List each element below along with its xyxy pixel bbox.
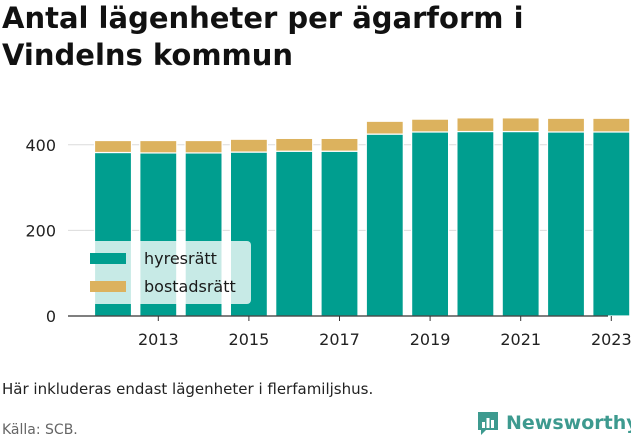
bar-hyresratt-2019 (411, 131, 450, 317)
bar-chart-icon (476, 410, 500, 436)
x-tick-label: 2023 (591, 330, 631, 349)
x-tick-label: 2015 (229, 330, 270, 349)
chart-note: Här inkluderas endast lägenheter i flerf… (2, 380, 374, 398)
bar-hyresratt-2017 (320, 150, 359, 317)
bar-bostadsratt-2017 (320, 137, 359, 152)
bar-bostadsratt-2015 (229, 138, 268, 153)
y-tick-label: 400 (25, 136, 56, 155)
x-tick-label: 2021 (500, 330, 541, 349)
bar-bostadsratt-2016 (275, 137, 314, 152)
newsworthy-logo[interactable]: Newsworthy (476, 408, 631, 438)
chart-title: Antal lägenheter per ägarform i Vindelns… (2, 1, 524, 72)
legend-swatch-bostadsratt (90, 281, 126, 292)
bar-bostadsratt-2022 (546, 117, 586, 133)
bar-hyresratt-2020 (456, 130, 495, 317)
x-tick-label: 2019 (410, 330, 451, 349)
legend-label-bostadsratt: bostadsrätt (144, 277, 236, 296)
bar-bostadsratt-2014 (184, 139, 223, 154)
bar-hyresratt-2022 (546, 131, 586, 317)
bar-bostadsratt-2018 (365, 120, 404, 135)
bar-bostadsratt-2019 (411, 118, 450, 133)
y-tick-label: 0 (46, 307, 56, 326)
bar-hyresratt-2021 (501, 130, 540, 317)
bars (93, 117, 631, 317)
bar-bostadsratt-2013 (139, 139, 178, 154)
legend-item-bostadsratt: bostadsrätt (90, 277, 236, 296)
bar-hyresratt-2016 (275, 150, 314, 317)
axes: 0 200 400 2013 2015 2017 2019 2021 2023 (25, 136, 631, 349)
legend-label-hyresratt: hyresrätt (144, 249, 217, 268)
bar-hyresratt-2023 (592, 131, 631, 317)
bar-hyresratt-2018 (365, 133, 404, 317)
y-tick-label: 200 (25, 221, 56, 240)
legend: hyresrätt bostadsrätt (80, 241, 251, 304)
brand-name: Newsworthy (506, 412, 631, 434)
bar-bostadsratt-2021 (501, 117, 540, 133)
legend-item-hyresratt: hyresrätt (90, 249, 217, 268)
x-tick-label: 2013 (138, 330, 179, 349)
bar-bostadsratt-2023 (592, 117, 631, 133)
bar-bostadsratt-2012 (93, 139, 133, 154)
bar-bostadsratt-2020 (456, 117, 495, 133)
source-text: Källa: SCB. (2, 422, 78, 438)
legend-swatch-hyresratt (90, 253, 126, 264)
x-tick-label: 2017 (319, 330, 360, 349)
